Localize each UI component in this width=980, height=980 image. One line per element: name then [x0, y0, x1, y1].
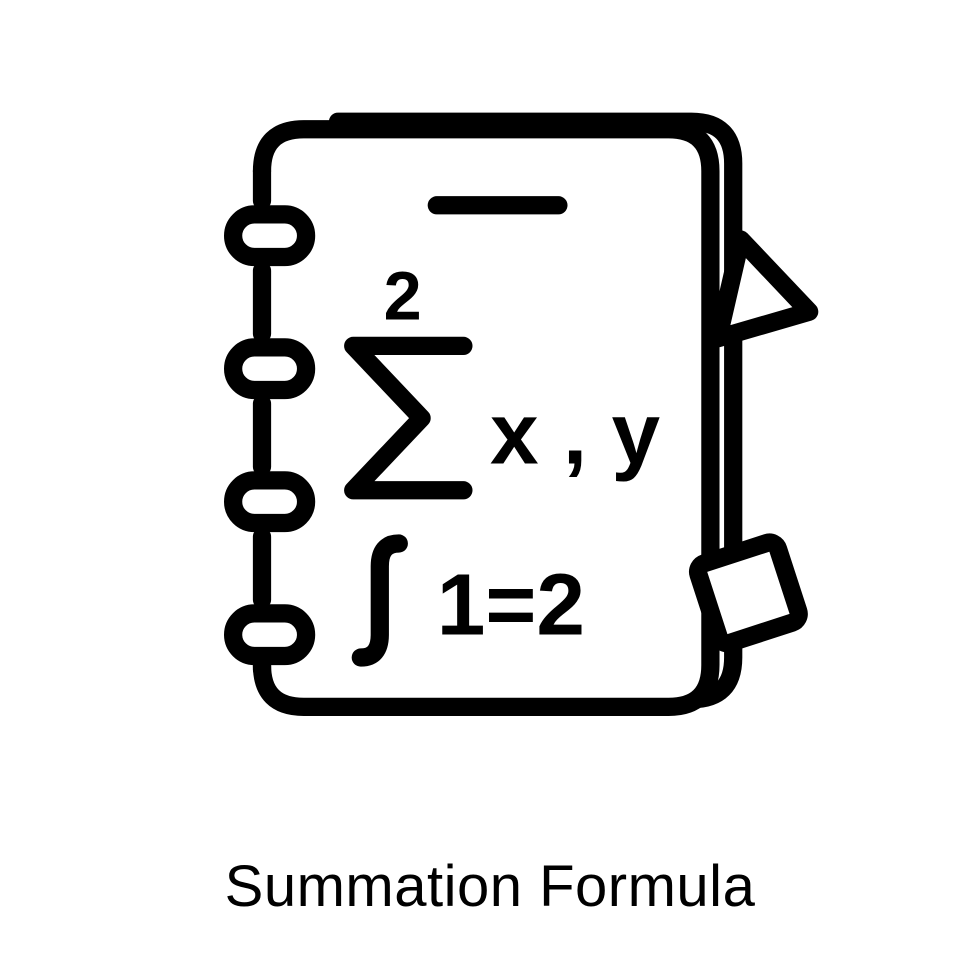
svg-text:x , y: x , y	[490, 384, 660, 482]
canvas: 2 x , y 1=2 Summation Formula	[0, 0, 980, 980]
notebook-icon-container: 2 x , y 1=2	[110, 68, 870, 833]
svg-text:2: 2	[384, 258, 422, 334]
svg-text:1=2: 1=2	[437, 555, 585, 653]
icon-caption: Summation Formula	[0, 853, 980, 920]
summation-formula-notebook-icon: 2 x , y 1=2	[110, 68, 870, 828]
